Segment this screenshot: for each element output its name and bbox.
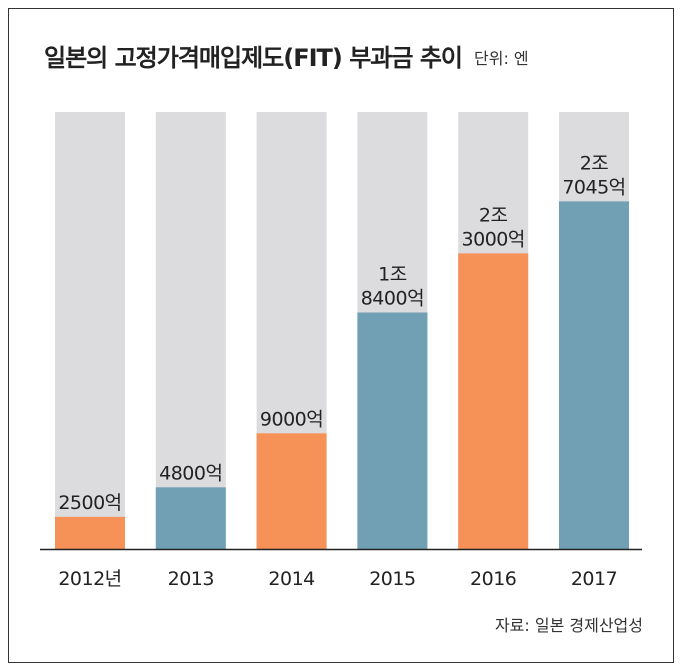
- x-axis-labels: 2012년 2013 2014 2015 2016 2017: [58, 568, 617, 590]
- background-bars: [55, 112, 629, 549]
- data-label: 2500억: [58, 492, 121, 514]
- data-label: 9000억: [260, 408, 323, 430]
- data-bars: [55, 201, 629, 549]
- data-label: 2조: [479, 204, 508, 226]
- unit-label: 단위: 엔: [474, 49, 529, 68]
- bar-2016: [458, 253, 529, 549]
- bar-2015: [357, 312, 428, 549]
- bar-2013: [155, 487, 226, 549]
- x-tick-label: 2012년: [58, 568, 121, 590]
- data-label: 4800억: [159, 462, 222, 484]
- x-tick-label: 2015: [369, 568, 415, 590]
- data-label: 7045억: [562, 176, 625, 198]
- data-label: 8400억: [361, 288, 424, 310]
- x-tick-label: 2017: [571, 568, 617, 590]
- x-tick-label: 2014: [268, 568, 315, 590]
- bar-2012년: [55, 516, 125, 549]
- bar-2014: [256, 433, 327, 549]
- source-note: 자료: 일본 경제산업성: [494, 616, 643, 635]
- background-bar: [55, 112, 125, 549]
- x-tick-label: 2013: [168, 568, 214, 590]
- data-label: 2조: [580, 152, 609, 174]
- data-label: 3000억: [462, 228, 525, 250]
- data-label: 1조: [378, 264, 407, 286]
- bar-2017: [559, 201, 629, 549]
- chart-title: 일본의 고정가격매입제도(FIT) 부과금 추이: [44, 44, 463, 72]
- background-bar: [155, 112, 226, 549]
- x-tick-label: 2016: [470, 568, 516, 590]
